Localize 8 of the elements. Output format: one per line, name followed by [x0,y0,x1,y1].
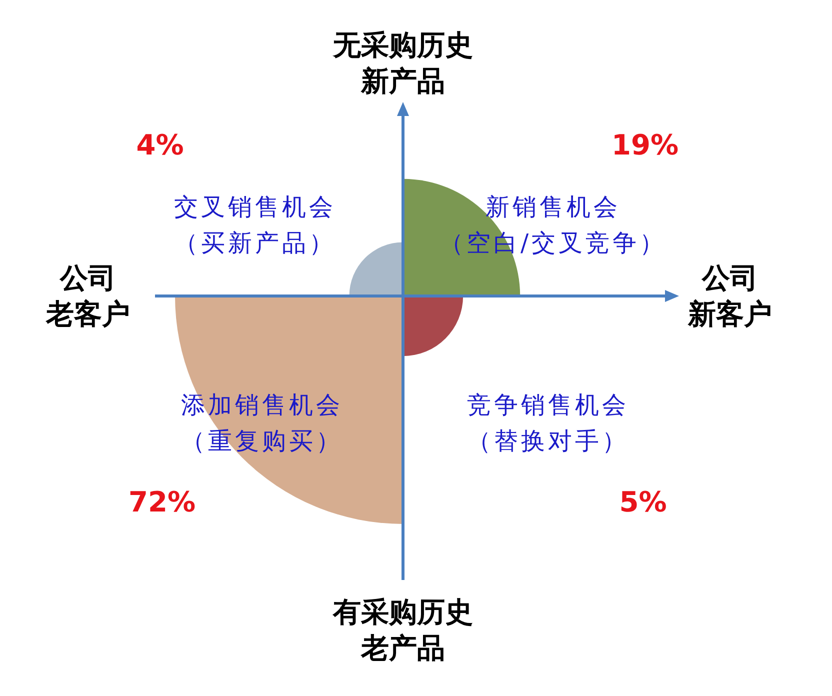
axis-end-label-bottom-line1: 有采购历史 [333,596,473,628]
axis-end-label-left-line1: 公司 [60,262,116,294]
axis-end-label-bottom-line2: 老产品 [361,632,445,664]
axis-end-label-top-line2: 新产品 [361,64,445,98]
axis-end-label-top-line1: 无采购历史 [333,28,473,62]
axis-end-label-right-line2: 新客户 [688,298,772,330]
axis-end-label-left-line2: 老客户 [46,298,130,330]
axis-end-label-right-line1: 公司 [702,262,758,294]
